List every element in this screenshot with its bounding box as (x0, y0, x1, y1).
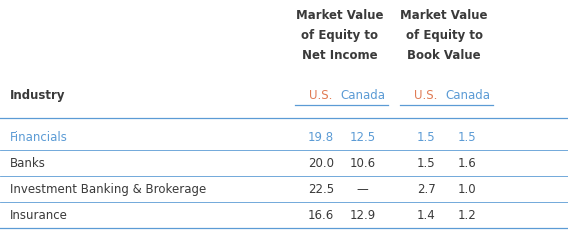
Text: Book Value: Book Value (407, 49, 481, 62)
Text: Banks: Banks (10, 157, 46, 170)
Text: Market Value: Market Value (400, 9, 488, 22)
Text: —: — (357, 183, 368, 196)
Text: Industry: Industry (10, 89, 66, 102)
Text: 19.8: 19.8 (308, 131, 334, 144)
Text: 1.0: 1.0 (458, 183, 477, 196)
Text: Net Income: Net Income (302, 49, 378, 62)
Text: 1.5: 1.5 (417, 131, 435, 144)
Text: 16.6: 16.6 (308, 208, 334, 222)
Text: Investment Banking & Brokerage: Investment Banking & Brokerage (10, 183, 207, 196)
Text: 22.5: 22.5 (308, 183, 334, 196)
Text: Canada: Canada (445, 89, 490, 102)
Text: 2.7: 2.7 (416, 183, 436, 196)
Text: 1.5: 1.5 (458, 131, 477, 144)
Text: U.S.: U.S. (414, 89, 438, 102)
Text: 12.9: 12.9 (349, 208, 375, 222)
Text: 10.6: 10.6 (349, 157, 375, 170)
Text: 1.4: 1.4 (416, 208, 436, 222)
Text: Market Value: Market Value (296, 9, 383, 22)
Text: 20.0: 20.0 (308, 157, 334, 170)
Text: 12.5: 12.5 (349, 131, 375, 144)
Text: 1.2: 1.2 (458, 208, 477, 222)
Text: Canada: Canada (340, 89, 385, 102)
Text: U.S.: U.S. (309, 89, 333, 102)
Text: of Equity to: of Equity to (406, 29, 483, 42)
Text: Financials: Financials (10, 131, 68, 144)
Text: 1.6: 1.6 (458, 157, 477, 170)
Text: 1.5: 1.5 (417, 157, 435, 170)
Text: Insurance: Insurance (10, 208, 68, 222)
Text: of Equity to: of Equity to (301, 29, 378, 42)
